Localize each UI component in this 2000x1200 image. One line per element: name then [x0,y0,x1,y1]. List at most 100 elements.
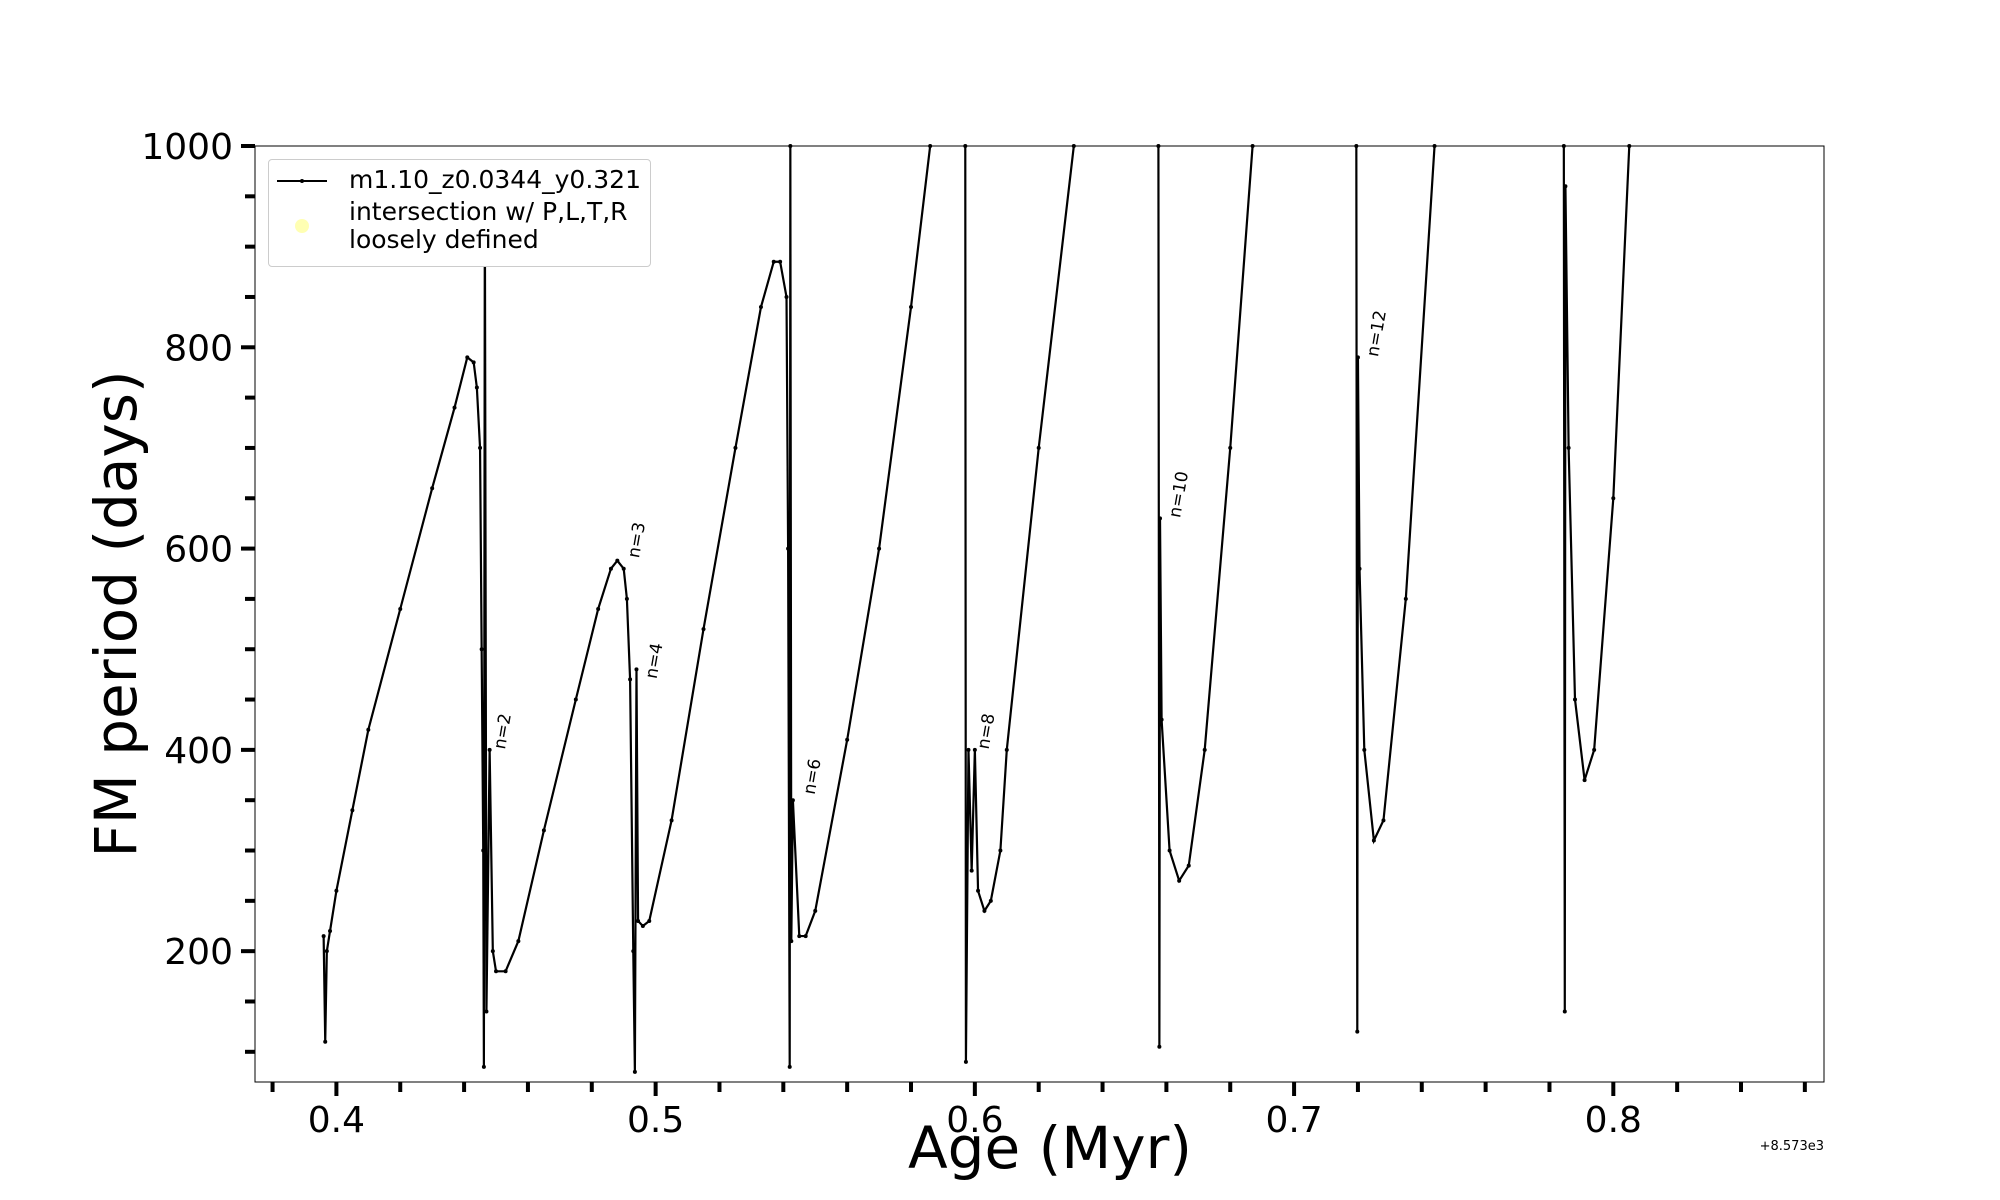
data-point [788,144,793,148]
data-point [1071,144,1076,148]
data-point [1627,144,1632,148]
data-point [484,1009,489,1014]
data-point [636,918,641,923]
data-point [1563,184,1568,189]
data-point [541,828,546,833]
data-point [631,949,636,954]
annotation: n=12 [1363,309,1391,358]
data-point [784,294,789,299]
legend-marker [300,179,304,183]
data-point [1004,747,1009,752]
data-point [976,888,981,893]
data-point [474,385,479,390]
x-tick-label: 0.6 [946,1100,1003,1141]
data-point [1202,747,1207,752]
data-point [452,405,457,410]
data-point [490,949,495,954]
data-point [366,727,371,732]
y-axis-title: FM period (days) [82,370,150,857]
data-point [998,848,1003,853]
data-point [632,1069,637,1074]
data-point [758,305,763,310]
data-point [328,929,333,934]
legend: m1.10_z0.0344_y0.321 intersection w/ P,L… [268,159,651,267]
data-point [647,918,652,923]
data-point [503,969,508,974]
data-point [624,596,629,601]
data-point [608,566,613,571]
data-point [324,949,329,954]
y-tick-label: 800 [164,328,233,369]
data-point [877,546,882,551]
data-point [797,934,802,939]
data-point [321,934,326,939]
data-point [487,747,492,752]
annotation: n=4 [642,642,668,681]
data-point [790,798,795,803]
annotation: n=8 [974,712,1000,751]
data-point [733,445,738,450]
data-point [516,939,521,944]
data-point [634,667,639,672]
data-point [1250,144,1255,148]
x-tick-label: 0.5 [627,1100,684,1141]
x-tick-label: 0.8 [1585,1100,1642,1141]
data-point [787,1064,792,1069]
data-point [1381,818,1386,823]
data-point [1566,445,1571,450]
data-point [1157,1044,1162,1049]
data-point [430,486,435,491]
data-point [1167,848,1172,853]
data-point [1611,496,1616,501]
data-point [479,647,484,652]
data-point [778,259,783,264]
data-point [1355,1029,1360,1034]
data-point [1159,717,1164,722]
data-point [909,305,914,310]
data-point [701,627,706,632]
data-point [969,868,974,873]
data-point [1371,838,1376,843]
data-point [972,747,977,752]
data-point [1186,863,1191,868]
data-point [494,969,499,974]
data-point [845,737,850,742]
data-point [478,445,483,450]
data-point [350,808,355,813]
data-point [1561,144,1566,148]
data-point [628,677,633,682]
data-point [471,360,476,365]
x-tick-label: 0.4 [308,1100,365,1141]
data-point [1357,566,1362,571]
data-point [1362,747,1367,752]
data-point [465,355,470,360]
data-point [982,908,987,913]
data-point [928,144,933,148]
data-point [1403,596,1408,601]
data-point [640,924,645,928]
y-tick-label: 200 [164,932,233,973]
data-point [1177,878,1182,883]
data-point [1573,697,1578,702]
data-point [771,259,776,264]
data-point [803,934,808,939]
annotation: n=6 [800,757,826,796]
data-point [789,939,794,944]
data-point [1562,1009,1567,1014]
data-point [1228,445,1233,450]
data-point [966,747,971,752]
data-point [621,566,626,571]
data-point [398,606,403,611]
data-point [1158,516,1163,521]
legend-label: intersection w/ P,L,T,R loosely defined [349,197,628,254]
data-point [481,848,486,853]
data-point [1156,144,1161,148]
legend-label: m1.10_z0.0344_y0.321 [349,165,641,194]
y-tick-label: 1000 [141,127,233,168]
data-point [334,888,339,893]
annotation: n=2 [490,712,516,751]
data-point [963,1059,968,1064]
x-offset-label: +8.573e3 [1760,1139,1824,1154]
data-point [669,818,674,823]
